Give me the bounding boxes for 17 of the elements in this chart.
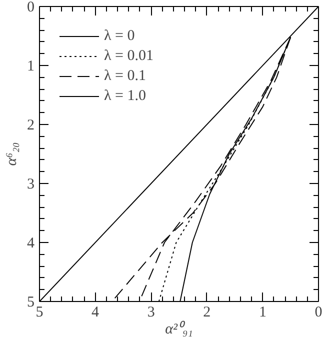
x-tick-label: 3: [147, 304, 155, 320]
x-axis-title: α²⁰₉₁: [165, 320, 193, 338]
y-tick-label: 1: [27, 58, 34, 74]
y-tick-label: 4: [27, 236, 35, 252]
x-tick-label: 2: [203, 304, 211, 320]
legend-label: λ = 0.01: [104, 48, 154, 64]
x-tick-label: 4: [92, 304, 100, 320]
y-tick-label: 3: [27, 176, 34, 192]
y-tick-label: 5: [27, 294, 34, 310]
y-tick-label: 2: [27, 118, 34, 134]
legend-label: λ = 1.0: [104, 88, 146, 104]
legend-label: λ = 0: [104, 28, 135, 44]
y-axis-title: α⁶₂₀: [4, 142, 20, 166]
legend-label: λ = 0.1: [104, 68, 146, 84]
y-tick-label: 0: [27, 0, 34, 16]
x-tick-label: 0: [314, 304, 322, 320]
x-tick-label: 1: [258, 304, 266, 320]
